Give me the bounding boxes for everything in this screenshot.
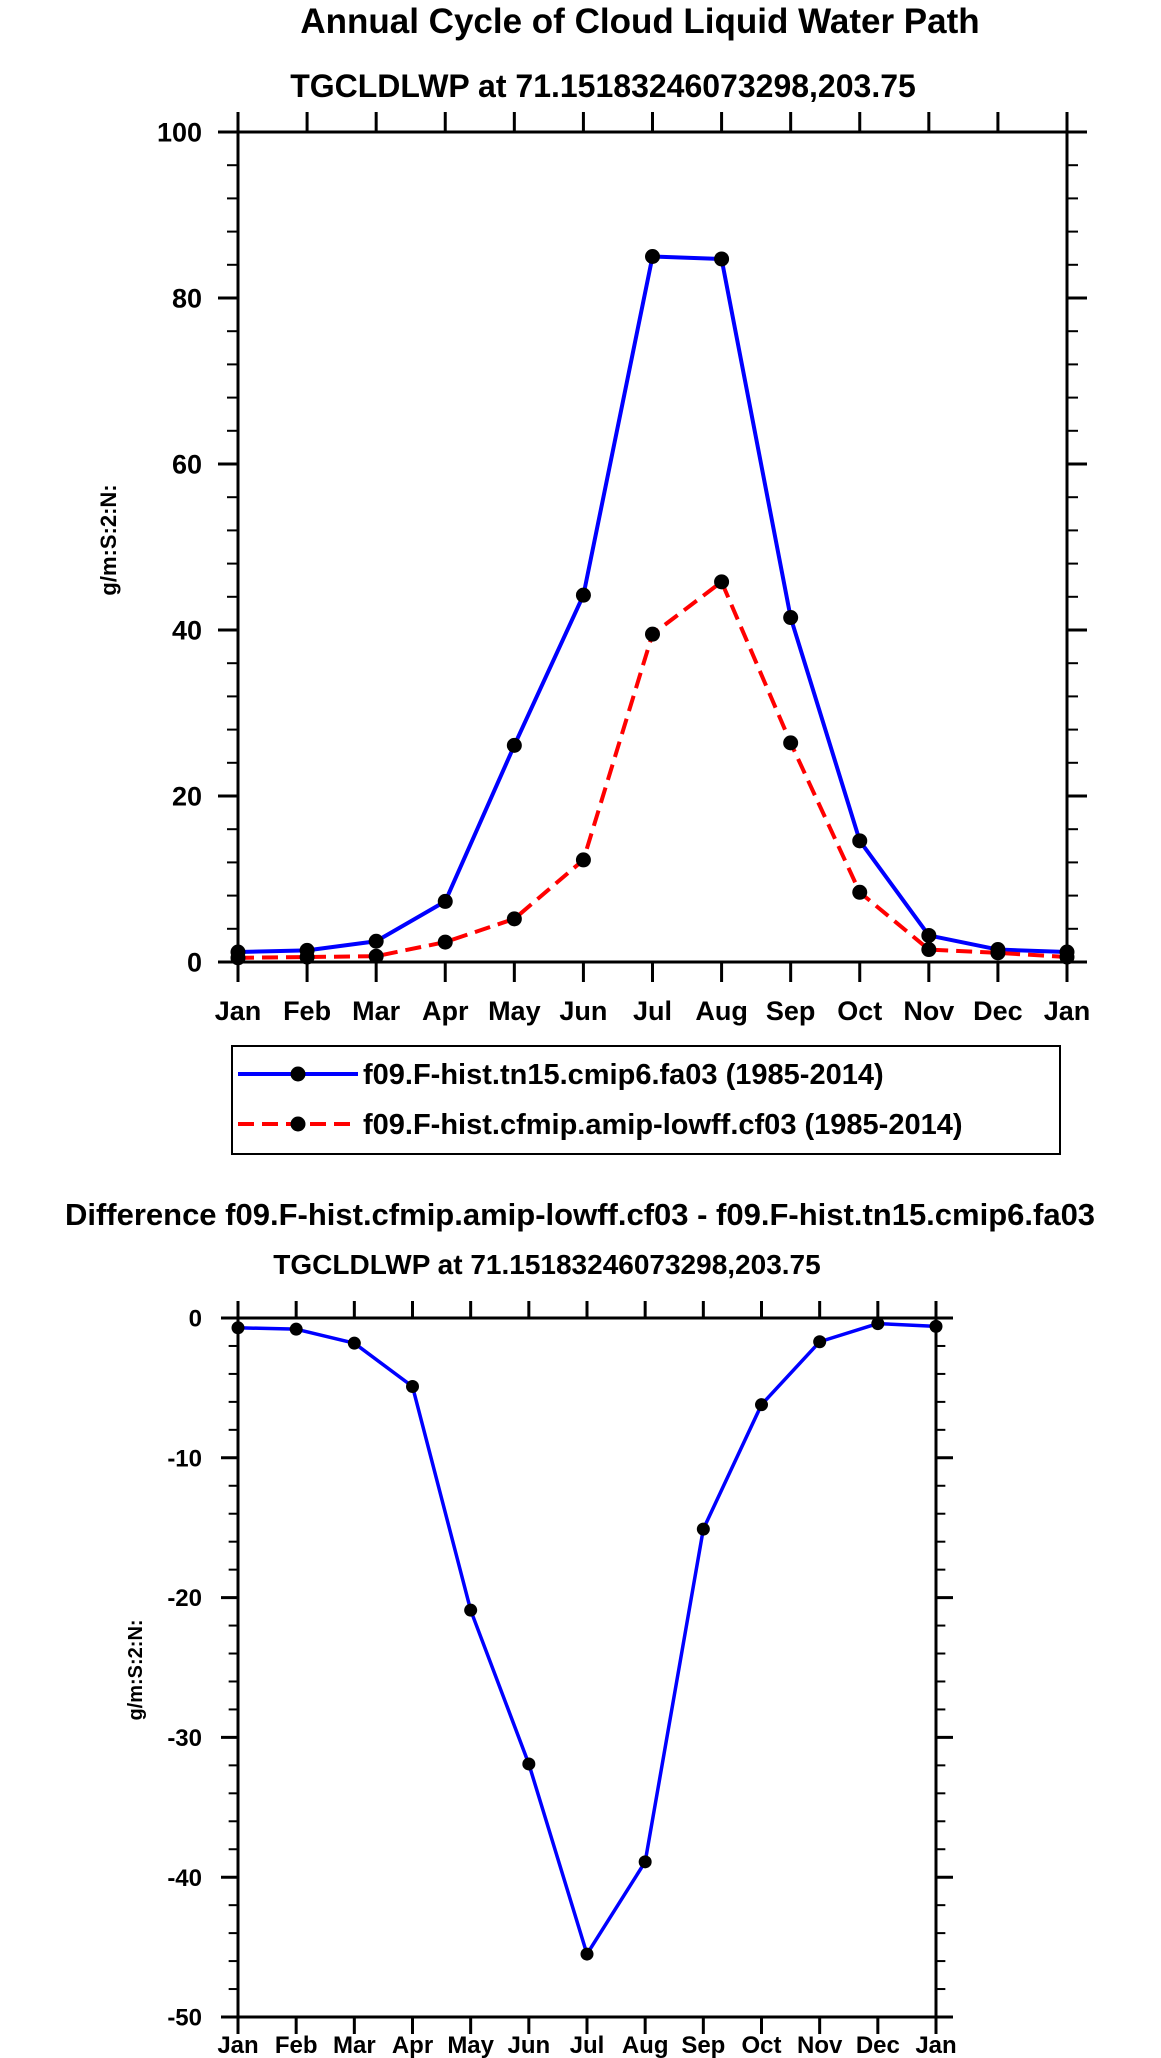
y-tick-label: -30 (167, 1725, 202, 1752)
series-1-point (406, 1380, 419, 1394)
chart1-series (230, 249, 1075, 966)
series-2-point (575, 852, 591, 868)
x-tick-label: Dec (973, 996, 1023, 1026)
y-tick-label: 0 (187, 948, 202, 978)
series-line-1 (237, 1321, 937, 1956)
x-tick-label: Oct (741, 2032, 781, 2058)
series-1-point (783, 610, 799, 626)
difference-chart: Difference f09.F-hist.cfmip.amip-lowff.c… (65, 1197, 1095, 2058)
x-tick-label: Dec (856, 2032, 900, 2058)
x-tick-label: Jun (507, 2032, 550, 2058)
series-1-point (645, 249, 660, 264)
series-1-point (289, 1322, 303, 1336)
legend-marker-series-2 (290, 1116, 306, 1132)
y-tick-label: -20 (167, 1585, 202, 1612)
x-tick-label: May (447, 2032, 494, 2058)
x-tick-label: Jan (915, 2032, 956, 2058)
y-tick-label: 60 (172, 450, 202, 480)
x-tick-label: Jan (215, 996, 262, 1026)
x-tick-label: Jul (570, 2032, 605, 2058)
x-tick-label: Jan (1044, 996, 1091, 1026)
x-tick-label: Aug (695, 996, 747, 1026)
y-tick-label: 0 (189, 1306, 202, 1333)
series-1-point (921, 927, 937, 943)
series-1-point (852, 833, 868, 849)
series-1-point (638, 1855, 652, 1869)
annual-cycle-chart: TGCLDLWP at 71.15183246073298,203.75 g/m… (96, 68, 1090, 1155)
series-1-point (755, 1398, 768, 1412)
series-2-point (299, 949, 315, 965)
y-tick-label: 40 (172, 616, 202, 646)
x-tick-label: Sep (681, 2032, 725, 2058)
series-2-point (368, 948, 384, 964)
chart2-ylabel: g/m:S:2:N: (125, 1619, 147, 1720)
legend-frame (231, 1045, 1061, 1155)
series-1-point (522, 1757, 536, 1771)
x-tick-label: Jul (633, 996, 672, 1026)
series-line-1 (237, 254, 1068, 955)
series-1-point (506, 737, 522, 753)
series-1-point (437, 893, 453, 909)
chart1-subtitle: TGCLDLWP at 71.15183246073298,203.75 (290, 68, 916, 104)
series-1-point (347, 1336, 361, 1350)
chart2-subtitle: TGCLDLWP at 71.15183246073298,203.75 (273, 1249, 820, 1280)
series-2-point (1059, 949, 1075, 965)
x-tick-label: Jan (217, 2032, 258, 2058)
legend-marker-series-1 (290, 1066, 306, 1082)
series-2-point (437, 934, 453, 950)
series-2-point (990, 945, 1006, 961)
series-2-point (783, 735, 799, 751)
series-2-point (852, 884, 868, 900)
series-1-point (929, 1319, 943, 1333)
chart2-axes: Jan Feb Mar Apr May Jun Jul Aug Sep Oct Nov Dec Jan 0… (167, 1301, 957, 2058)
series-1-point (813, 1335, 827, 1349)
series-2-point (506, 911, 522, 927)
legend-label-series-1: f09.F-hist.tn15.cmip6.fa03 (1985-2014) (363, 1059, 884, 1091)
legend-label-series-2: f09.F-hist.cfmip.amip-lowff.cf03 (1985-2… (363, 1109, 963, 1141)
x-tick-label: Sep (766, 996, 816, 1026)
series-2-point (921, 942, 937, 958)
series-1-point (368, 933, 384, 949)
x-tick-label: Feb (275, 2032, 318, 2058)
chart2-series (231, 1317, 943, 1961)
x-tick-label: Aug (622, 2032, 669, 2058)
chart1-ylabel: g/m:S:2:N: (96, 484, 121, 595)
series-1-point (580, 1947, 594, 1961)
x-tick-label: Jun (559, 996, 607, 1026)
series-1-point (231, 1321, 245, 1335)
x-tick-label: May (488, 996, 541, 1026)
series-2-point (645, 626, 660, 642)
y-tick-label: 80 (172, 284, 202, 314)
x-tick-label: Feb (283, 996, 331, 1026)
y-tick-label: -50 (167, 2005, 202, 2032)
x-tick-label: Nov (903, 996, 954, 1026)
y-tick-label: 20 (172, 782, 202, 812)
series-2-point (230, 950, 246, 966)
series-1-point (464, 1603, 478, 1617)
chart1-axes: Jan Feb Mar Apr May Jun Jul Aug Sep Oct Nov Dec Jan 0… (157, 112, 1090, 1026)
y-tick-label: -40 (167, 1865, 202, 1892)
y-tick-label: 100 (157, 118, 202, 148)
series-2-point (714, 574, 730, 590)
plot-frame (236, 1316, 938, 2019)
series-1-point (696, 1522, 710, 1536)
chart2-title: Difference f09.F-hist.cfmip.amip-lowff.c… (65, 1197, 1095, 1232)
main-title: Annual Cycle of Cloud Liquid Water Path (300, 2, 979, 41)
series-1-point (714, 251, 730, 267)
x-tick-label: Mar (333, 2032, 376, 2058)
chart1-legend: f09.F-hist.tn15.cmip6.fa03 (1985-2014) f… (231, 1045, 1061, 1155)
x-tick-label: Apr (392, 2032, 433, 2058)
x-tick-label: Nov (797, 2032, 843, 2058)
series-1-point (575, 587, 591, 603)
y-tick-label: -10 (167, 1445, 202, 1472)
series-1-point (871, 1317, 885, 1331)
x-tick-label: Apr (422, 996, 469, 1026)
x-tick-label: Oct (837, 996, 882, 1026)
x-tick-label: Mar (352, 996, 401, 1026)
